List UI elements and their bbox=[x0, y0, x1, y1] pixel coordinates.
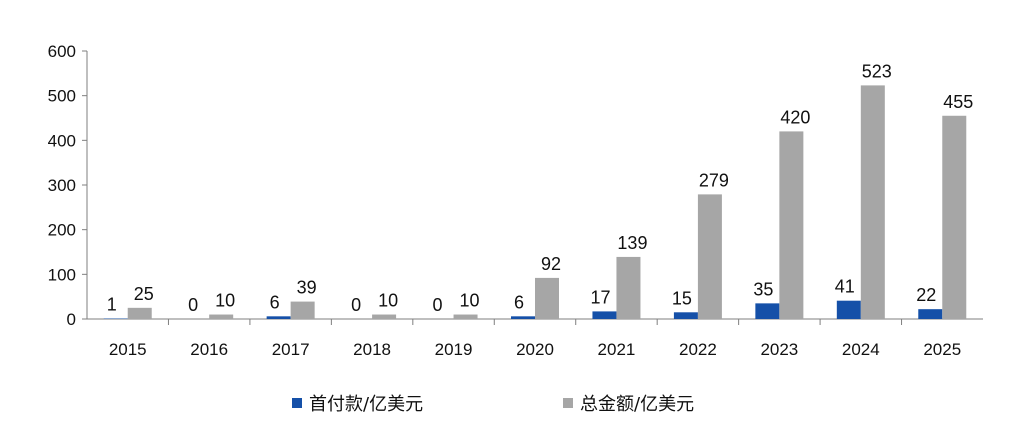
x-axis: 2015 2016 2017 2018 2019 2020 2021 2022 2023 2024… bbox=[87, 318, 983, 359]
data-label: 10 bbox=[378, 291, 398, 311]
data-label: 22 bbox=[916, 285, 936, 305]
data-label: 0 bbox=[433, 295, 443, 315]
legend-swatch bbox=[292, 398, 302, 408]
y-axis: 0 100 200 300 400 500 600 bbox=[48, 42, 88, 329]
data-label: 15 bbox=[672, 288, 692, 308]
x-tick-label: 2024 bbox=[842, 340, 880, 359]
data-label: 279 bbox=[699, 170, 729, 190]
data-label: 41 bbox=[835, 277, 855, 297]
bar-total-amount bbox=[372, 314, 397, 319]
bar-down-payment bbox=[592, 311, 617, 319]
x-tick-label: 2016 bbox=[190, 340, 228, 359]
y-tick-label: 600 bbox=[48, 42, 76, 61]
legend-label: 首付款/亿美元 bbox=[309, 394, 423, 415]
x-tick-label: 2020 bbox=[516, 340, 554, 359]
y-tick-label: 300 bbox=[48, 176, 76, 195]
data-label: 25 bbox=[134, 284, 154, 304]
bar-down-payment bbox=[755, 303, 780, 319]
bar-total-amount bbox=[453, 314, 478, 319]
data-label: 0 bbox=[351, 295, 361, 315]
bar-total-amount bbox=[779, 131, 804, 319]
bar-down-payment bbox=[918, 309, 943, 319]
y-tick-label: 200 bbox=[48, 221, 76, 240]
data-labels: 1 25 0 10 6 39 0 10 0 10 6 92 17 139 15 279 35 420 41 523 22… bbox=[107, 61, 974, 315]
x-tick-label: 2017 bbox=[272, 340, 310, 359]
bar-down-payment bbox=[673, 312, 698, 319]
data-label: 10 bbox=[215, 291, 235, 311]
bar-down-payment bbox=[266, 316, 291, 319]
bar-total-amount bbox=[127, 307, 152, 319]
x-tick-label: 2023 bbox=[760, 340, 798, 359]
data-label: 92 bbox=[541, 254, 561, 274]
x-tick-label: 2021 bbox=[598, 340, 636, 359]
data-label: 10 bbox=[460, 291, 480, 311]
data-label: 17 bbox=[590, 287, 610, 307]
bar-total-amount bbox=[290, 301, 315, 319]
x-tick-label: 2019 bbox=[435, 340, 473, 359]
bar-total-amount bbox=[697, 194, 722, 319]
legend-label: 总金额/亿美元 bbox=[580, 394, 694, 415]
x-tick-label: 2015 bbox=[109, 340, 147, 359]
y-tick-label: 400 bbox=[48, 131, 76, 150]
data-label: 1 bbox=[107, 295, 117, 315]
data-label: 420 bbox=[780, 107, 810, 127]
bar-total-amount bbox=[860, 85, 885, 319]
bars bbox=[103, 85, 967, 320]
bar-total-amount bbox=[616, 256, 641, 319]
data-label: 455 bbox=[943, 92, 973, 112]
data-label: 523 bbox=[862, 61, 892, 81]
data-label: 6 bbox=[270, 292, 280, 312]
bar-down-payment bbox=[511, 316, 535, 319]
data-label: 0 bbox=[188, 295, 198, 315]
bar-total-amount bbox=[209, 314, 234, 319]
data-label: 35 bbox=[753, 279, 773, 299]
y-tick-label: 0 bbox=[67, 310, 76, 329]
y-tick-label: 500 bbox=[48, 87, 76, 106]
y-tick-label: 100 bbox=[48, 265, 76, 284]
data-label: 6 bbox=[514, 292, 524, 312]
legend-swatch bbox=[563, 398, 573, 408]
x-tick-label: 2022 bbox=[679, 340, 717, 359]
bar-total-amount bbox=[942, 115, 967, 320]
bar-total-amount bbox=[535, 277, 559, 319]
data-label: 39 bbox=[297, 278, 317, 298]
legend: 首付款/亿美元 总金额/亿美元 bbox=[292, 394, 694, 415]
data-label: 139 bbox=[617, 233, 647, 253]
x-tick-label: 2025 bbox=[923, 340, 961, 359]
x-tick-label: 2018 bbox=[353, 340, 391, 359]
bar-down-payment bbox=[836, 300, 861, 319]
